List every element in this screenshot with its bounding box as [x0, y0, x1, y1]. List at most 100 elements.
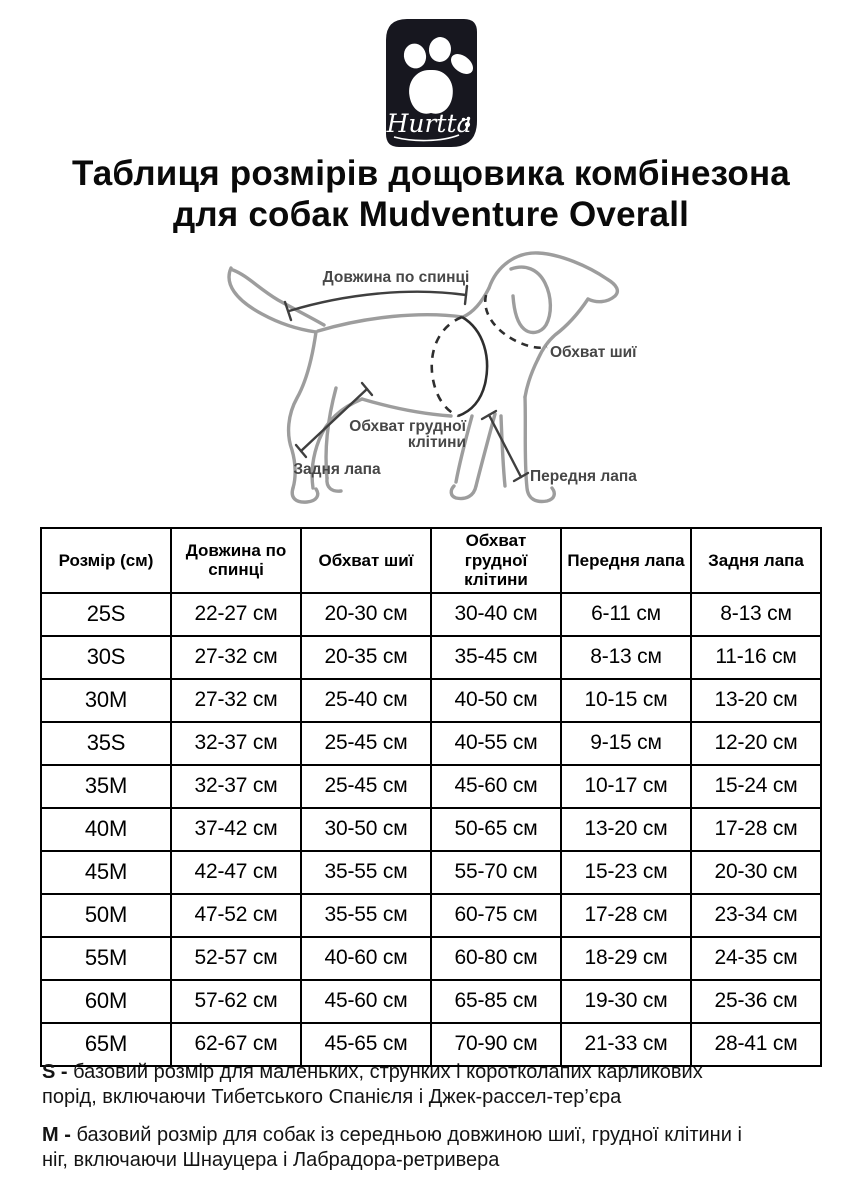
table-row: 55M 52-57 см 40-60 см 60-80 см 18-29 см 24-35…	[40, 935, 822, 981]
logo-wordmark: Hurtta	[386, 109, 472, 142]
neck-girth-line	[483, 294, 548, 350]
hurtta-logo: Hurtta	[385, 18, 478, 148]
range-cell: 40-50 см	[430, 677, 562, 723]
hind-paw-label: Задня лапа	[293, 461, 381, 478]
range-cell: 20-35 см	[300, 634, 432, 680]
table-row: 25S 22-27 см 20-30 см 30-40 см 6-11 см 8-13 с…	[40, 591, 822, 637]
range-cell: 60-75 см	[430, 892, 562, 938]
range-cell: 40-60 см	[300, 935, 432, 981]
range-cell: 22-27 см	[170, 591, 302, 637]
size-cell: 40M	[40, 806, 172, 852]
table-row: 30M 27-32 см 25-40 см 40-50 см 10-15 см 13-20…	[40, 677, 822, 723]
range-cell: 47-52 см	[170, 892, 302, 938]
range-cell: 45-60 см	[300, 978, 432, 1024]
size-table: Розмір (см) Довжина по спинці Обхват шиї…	[40, 527, 822, 1067]
hind-paw-measure	[294, 381, 374, 459]
size-table-body: 25S 22-27 см 20-30 см 30-40 см 6-11 см 8-13 с…	[40, 591, 822, 1067]
header-size: Розмір (см)	[40, 527, 172, 594]
page-title-line2: для собак Mudventure Overall	[172, 195, 690, 234]
table-row: 45M 42-47 см 35-55 см 55-70 см 15-23 см 20-30…	[40, 849, 822, 895]
range-cell: 15-23 см	[560, 849, 692, 895]
range-cell: 30-50 см	[300, 806, 432, 852]
size-cell: 55M	[40, 935, 172, 981]
size-cell: 35M	[40, 763, 172, 809]
range-cell: 23-34 см	[690, 892, 822, 938]
page-title-line1: Таблиця розмірів дощовика комбінезона	[72, 154, 790, 193]
page-title: Таблиця розмірів дощовика комбінезона дл…	[0, 153, 862, 235]
range-cell: 8-13 см	[560, 634, 692, 680]
range-cell: 11-16 см	[690, 634, 822, 680]
range-cell: 24-35 см	[690, 935, 822, 981]
range-cell: 19-30 см	[560, 978, 692, 1024]
range-cell: 20-30 см	[690, 849, 822, 895]
note-m-prefix: M -	[42, 1124, 71, 1146]
header-hind-paw: Задня лапа	[690, 527, 822, 594]
note-m-text: базовий розмір для собак із середньою до…	[42, 1124, 742, 1171]
logo-brand-text: Hurtta	[386, 109, 472, 138]
range-cell: 17-28 см	[560, 892, 692, 938]
size-cell: 30M	[40, 677, 172, 723]
header-row: Розмір (см) Довжина по спинці Обхват шиї…	[40, 527, 822, 594]
range-cell: 6-11 см	[560, 591, 692, 637]
chest-girth-line	[430, 315, 489, 418]
hurtta-logo-graphic: Hurtta	[386, 19, 477, 147]
range-cell: 8-13 см	[690, 591, 822, 637]
neck-girth-label: Обхват шиї	[550, 344, 637, 361]
header-neck-girth: Обхват шиї	[300, 527, 432, 594]
range-cell: 18-29 см	[560, 935, 692, 981]
range-cell: 27-32 см	[170, 677, 302, 723]
range-cell: 25-40 см	[300, 677, 432, 723]
note-s: S - базовий розмір для маленьких, струнк…	[42, 1060, 748, 1110]
range-cell: 35-55 см	[300, 892, 432, 938]
table-row: 65M 62-67 см 45-65 см 70-90 см 21-33 см 28-41…	[40, 1021, 822, 1067]
front-paw-measure	[480, 409, 530, 483]
range-cell: 57-62 см	[170, 978, 302, 1024]
range-cell: 10-15 см	[560, 677, 692, 723]
size-cell: 50M	[40, 892, 172, 938]
note-s-text: базовий розмір для маленьких, струнких і…	[42, 1061, 703, 1108]
header-front-paw: Передня лапа	[560, 527, 692, 594]
size-notes: S - базовий розмір для маленьких, струнк…	[42, 1060, 748, 1186]
size-cell: 60M	[40, 978, 172, 1024]
dog-outline	[227, 251, 620, 504]
size-table-header: Розмір (см) Довжина по спинці Обхват шиї…	[40, 527, 822, 594]
size-cell: 30S	[40, 634, 172, 680]
header-back-length: Довжина по спинці	[170, 527, 302, 594]
range-cell: 52-57 см	[170, 935, 302, 981]
range-cell: 28-41 см	[690, 1021, 822, 1067]
note-m: M - базовий розмір для собак із середньо…	[42, 1123, 748, 1173]
range-cell: 25-45 см	[300, 720, 432, 766]
range-cell: 13-20 см	[560, 806, 692, 852]
size-cell: 35S	[40, 720, 172, 766]
dog-measurement-diagram: Довжина по спинці Обхват шиї Обхват груд…	[200, 238, 660, 528]
size-cell: 45M	[40, 849, 172, 895]
front-paw-label: Передня лапа	[530, 468, 637, 485]
range-cell: 13-20 см	[690, 677, 822, 723]
range-cell: 35-45 см	[430, 634, 562, 680]
paw-icon	[403, 37, 474, 114]
range-cell: 62-67 см	[170, 1021, 302, 1067]
range-cell: 50-65 см	[430, 806, 562, 852]
range-cell: 27-32 см	[170, 634, 302, 680]
back-length-measure	[283, 284, 469, 322]
range-cell: 12-20 см	[690, 720, 822, 766]
range-cell: 70-90 см	[430, 1021, 562, 1067]
range-cell: 32-37 см	[170, 763, 302, 809]
range-cell: 37-42 см	[170, 806, 302, 852]
range-cell: 25-45 см	[300, 763, 432, 809]
chest-girth-label-line1: Обхват грудної	[349, 418, 466, 435]
note-s-prefix: S -	[42, 1061, 68, 1083]
range-cell: 25-36 см	[690, 978, 822, 1024]
table-row: 40M 37-42 см 30-50 см 50-65 см 13-20 см 17-28…	[40, 806, 822, 852]
range-cell: 10-17 см	[560, 763, 692, 809]
range-cell: 30-40 см	[430, 591, 562, 637]
range-cell: 35-55 см	[300, 849, 432, 895]
range-cell: 9-15 см	[560, 720, 692, 766]
range-cell: 20-30 см	[300, 591, 432, 637]
table-row: 35S 32-37 см 25-45 см 40-55 см 9-15 см 12-20 …	[40, 720, 822, 766]
header-chest-girth: Обхват грудної клітини	[430, 527, 562, 594]
size-cell: 65M	[40, 1021, 172, 1067]
range-cell: 32-37 см	[170, 720, 302, 766]
range-cell: 17-28 см	[690, 806, 822, 852]
